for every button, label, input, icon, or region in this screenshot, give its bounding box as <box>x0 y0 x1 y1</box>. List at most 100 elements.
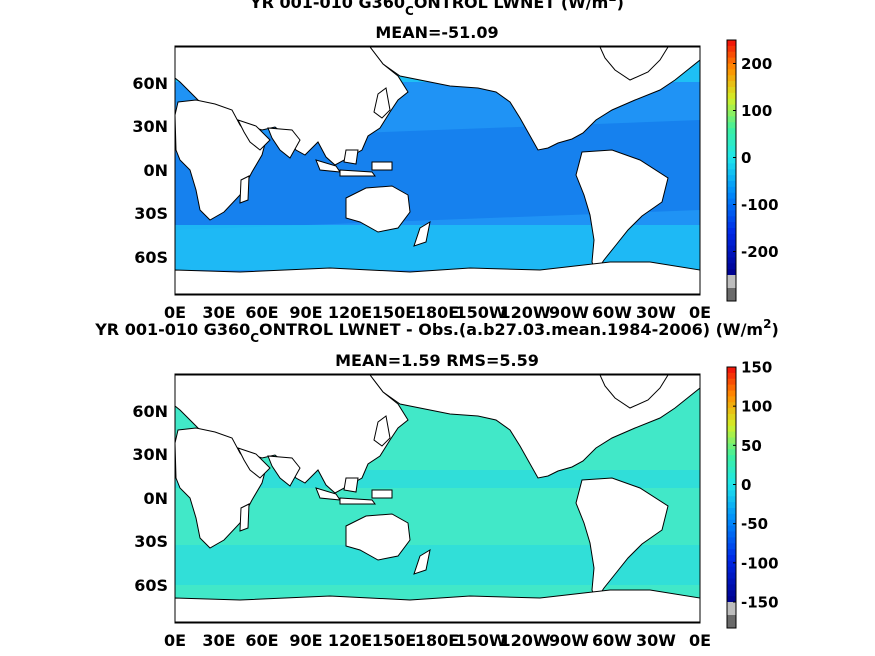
bottom-x-axis: 0E 30E 60E 90E 120E 150E 180E 150W 120W … <box>164 631 711 650</box>
colorbar-tick-label: -50 <box>741 515 768 533</box>
colorbar-segment <box>727 508 736 515</box>
colorbar-segment <box>727 122 736 129</box>
colorbar-segment <box>727 239 736 247</box>
colorbar-segment <box>727 449 736 456</box>
colorbar-segment <box>727 419 736 427</box>
x-tick-label: 150W <box>455 631 506 650</box>
x-tick-label: 120E <box>328 303 372 322</box>
colorbar-tick-label: -150 <box>741 594 779 612</box>
bottom-subtitle: MEAN=1.59 RMS=5.59 <box>335 351 539 370</box>
colorbar-segment <box>727 566 736 574</box>
x-tick-label: 90W <box>549 303 589 322</box>
colorbar-segment <box>727 390 736 397</box>
colorbar-segment <box>727 186 736 194</box>
colorbar-segment <box>727 245 736 253</box>
colorbar-segment <box>727 425 736 433</box>
colorbar-segment <box>727 157 736 164</box>
top-title: YR 001-010 G360CONTROL LWNET (W/m2) <box>249 0 624 18</box>
colorbar-segment <box>727 134 736 141</box>
colorbar-segment <box>727 222 736 229</box>
bottom-frame <box>174 373 701 624</box>
x-tick-label: 0E <box>689 631 711 650</box>
colorbar-segment <box>727 110 736 117</box>
y-tick-label: 0N <box>143 161 168 180</box>
top-subtitle: MEAN=-51.09 <box>375 23 498 42</box>
x-tick-label: 90E <box>289 303 322 322</box>
x-tick-label: 120W <box>499 303 550 322</box>
colorbar-segment <box>727 75 736 82</box>
colorbar-segment <box>727 502 736 509</box>
colorbar-segment <box>727 257 736 264</box>
x-tick-label: 150W <box>455 303 506 322</box>
colorbar-segment <box>727 490 736 497</box>
colorbar-missing-segment <box>727 602 736 615</box>
colorbar-segment <box>727 408 736 415</box>
x-tick-label: 90W <box>549 631 589 650</box>
x-tick-label: 120E <box>328 631 372 650</box>
colorbar-missing-segment <box>727 275 736 288</box>
bottom-colorbar: 150 100 50 0 -50 -100 -150 <box>726 359 779 629</box>
top-x-axis: 0E 30E 60E 90E 120E 150E 180E 150W 120W … <box>164 303 711 322</box>
colorbar-tick-label: 100 <box>741 398 772 416</box>
colorbar-segment <box>727 69 736 76</box>
x-tick-label: 60E <box>245 631 278 650</box>
colorbar-segment <box>727 578 736 585</box>
colorbar-tick-label: 0 <box>741 149 751 167</box>
colorbar-segment <box>727 233 736 241</box>
colorbar-tick-label: 200 <box>741 55 772 73</box>
x-tick-label: 120W <box>499 631 550 650</box>
colorbar-segment <box>727 560 736 568</box>
colorbar-segment <box>727 216 736 223</box>
colorbar-segment <box>727 549 736 556</box>
x-tick-label: 90E <box>289 631 322 650</box>
colorbar-missing-segment <box>727 615 736 628</box>
colorbar-segment <box>727 169 736 176</box>
x-tick-label: 0E <box>689 303 711 322</box>
colorbar-segment <box>727 81 736 88</box>
y-tick-label: 60N <box>132 74 168 93</box>
colorbar-segment <box>727 128 736 135</box>
colorbar-missing-segment <box>727 288 736 301</box>
y-tick-label: 30N <box>132 445 168 464</box>
x-tick-label: 30W <box>636 631 676 650</box>
top-colorbar: 200 100 0 -100 -200 <box>726 39 779 302</box>
colorbar-segment <box>727 543 736 550</box>
colorbar-segment <box>727 402 736 409</box>
colorbar-segment <box>727 455 736 462</box>
colorbar-segment <box>727 145 736 153</box>
colorbar-tick-label: 50 <box>741 437 762 455</box>
colorbar-segment <box>727 572 736 580</box>
colorbar-frame <box>726 366 737 629</box>
top-map <box>174 45 701 296</box>
colorbar-segment <box>727 496 736 503</box>
colorbar-tick-label: -200 <box>741 243 779 261</box>
colorbar-segment <box>727 192 736 200</box>
colorbar-segment <box>727 198 736 206</box>
colorbar-ticks: 200 100 0 -100 -200 <box>733 55 779 261</box>
colorbar-segment <box>727 384 736 392</box>
colorbar-ticks: 150 100 50 0 -50 -100 -150 <box>733 359 779 612</box>
x-tick-label: 180E <box>415 631 459 650</box>
x-tick-label: 30E <box>202 303 235 322</box>
x-tick-label: 60W <box>592 631 632 650</box>
colorbar-segment <box>727 139 736 147</box>
y-tick-label: 60N <box>132 402 168 421</box>
x-tick-label: 0E <box>164 303 186 322</box>
colorbar-segment <box>727 51 736 59</box>
bottom-panel: YR 001-010 G360CONTROL LWNET - Obs.(a.b2… <box>94 317 779 650</box>
colorbar-segment <box>727 175 736 182</box>
colorbar-segment <box>727 461 736 468</box>
colorbar-segment <box>727 443 736 450</box>
colorbar-segment <box>727 269 736 276</box>
colorbar-segment <box>727 478 736 486</box>
colorbar-segment <box>727 472 736 480</box>
colorbar-segment <box>727 87 736 94</box>
y-tick-label: 60S <box>134 248 168 267</box>
colorbar-segment <box>727 525 736 533</box>
colorbar-segment <box>727 210 736 217</box>
x-tick-label: 60E <box>245 303 278 322</box>
top-panel: YR 001-010 G360CONTROL LWNET (W/m2) MEAN… <box>132 0 778 322</box>
colorbar-segment <box>727 396 736 403</box>
colorbar-segment <box>727 163 736 170</box>
x-tick-label: 60W <box>592 303 632 322</box>
